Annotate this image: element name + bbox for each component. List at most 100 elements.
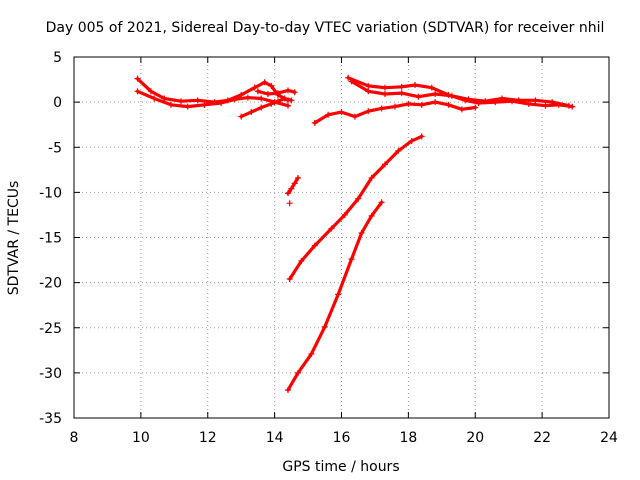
data-point xyxy=(338,109,345,116)
data-point xyxy=(251,84,258,91)
data-point xyxy=(465,96,472,103)
data-point xyxy=(365,88,372,95)
data-point xyxy=(244,94,251,101)
series-arc-f xyxy=(348,78,572,109)
data-point xyxy=(549,99,556,106)
y-tick-label: 0 xyxy=(53,95,62,111)
data-point xyxy=(258,95,265,102)
data-point xyxy=(274,98,281,105)
data-point xyxy=(542,102,549,109)
y-ticks: 5 0 -5 -10 -15 -20 -25 -30 -35 xyxy=(39,50,609,427)
data-point xyxy=(565,102,572,109)
data-point xyxy=(321,323,328,330)
data-point xyxy=(295,174,302,181)
data-point xyxy=(351,113,358,120)
data-point xyxy=(311,119,318,126)
x-tick-label: 14 xyxy=(266,430,284,446)
data-point xyxy=(348,256,355,263)
data-point xyxy=(381,84,388,91)
series-line xyxy=(286,200,384,392)
series-arc-i xyxy=(286,133,425,283)
data-point xyxy=(254,88,261,95)
data-point xyxy=(194,97,201,104)
data-point xyxy=(264,91,271,98)
data-point xyxy=(286,276,293,283)
data-point xyxy=(392,103,398,110)
data-point xyxy=(248,109,255,116)
data-point xyxy=(285,387,291,394)
y-tick-label: 5 xyxy=(53,50,62,66)
data-point xyxy=(201,101,208,108)
data-point xyxy=(445,101,452,108)
data-point xyxy=(328,225,335,232)
data-point xyxy=(178,98,184,105)
data-point xyxy=(308,350,315,357)
series-arc-b xyxy=(134,88,291,110)
data-point xyxy=(525,100,532,107)
data-point xyxy=(365,82,372,89)
data-point xyxy=(365,108,372,115)
x-tick-label: 20 xyxy=(466,430,484,446)
data-point xyxy=(291,180,298,187)
data-point xyxy=(286,200,293,207)
data-point xyxy=(405,100,412,107)
data-point xyxy=(281,95,288,102)
x-ticks: 8 10 12 14 16 18 20 22 24 xyxy=(70,57,618,446)
data-point xyxy=(569,103,576,110)
data-point xyxy=(432,99,439,106)
x-tick-label: 24 xyxy=(600,430,618,446)
data-point xyxy=(238,113,245,120)
data-point xyxy=(341,211,348,218)
data-point xyxy=(325,111,332,118)
data-point xyxy=(415,93,422,100)
x-tick-label: 18 xyxy=(399,430,417,446)
x-axis-label: GPS time / hours xyxy=(282,459,399,475)
y-tick-label: -5 xyxy=(48,140,62,156)
y-axis-label: SDTVAR / TECUs xyxy=(6,181,22,296)
data-point xyxy=(408,137,415,144)
data-point xyxy=(291,89,298,96)
data-point xyxy=(218,100,225,107)
x-tick-label: 10 xyxy=(132,430,150,446)
data-point xyxy=(395,147,402,154)
y-tick-label: -30 xyxy=(39,366,62,382)
y-tick-label: -35 xyxy=(39,411,62,427)
data-point xyxy=(348,78,355,85)
data-point xyxy=(428,84,435,91)
data-point xyxy=(258,104,265,111)
data-point xyxy=(161,95,168,102)
data-point xyxy=(381,91,388,98)
x-tick-label: 8 xyxy=(70,430,79,446)
data-point xyxy=(147,88,154,95)
x-tick-label: 12 xyxy=(199,430,217,446)
data-point xyxy=(412,81,419,88)
data-point xyxy=(134,88,141,95)
data-point xyxy=(499,95,505,102)
data-point xyxy=(151,95,158,102)
data-point xyxy=(515,97,522,104)
data-point xyxy=(378,199,385,206)
data-point xyxy=(345,74,352,81)
data-point xyxy=(368,174,375,181)
series-arc-j xyxy=(285,199,385,394)
data-point xyxy=(358,229,365,236)
data-point xyxy=(231,96,238,103)
data-point xyxy=(418,101,425,108)
data-point xyxy=(398,83,405,90)
data-point xyxy=(532,97,539,104)
data-point xyxy=(448,92,455,99)
data-point xyxy=(298,257,305,264)
chart-title: Day 005 of 2021, Sidereal Day-to-day VTE… xyxy=(46,20,605,36)
x-tick-label: 22 xyxy=(533,430,551,446)
data-point xyxy=(381,161,388,168)
data-point xyxy=(368,212,375,219)
data-point xyxy=(432,91,439,98)
plot-frame xyxy=(73,56,610,419)
data-point xyxy=(355,195,362,202)
data-point xyxy=(261,79,268,86)
data-point xyxy=(285,190,291,197)
x-tick-label: 16 xyxy=(333,430,351,446)
data-point xyxy=(418,133,425,140)
series-outlier xyxy=(286,200,293,207)
